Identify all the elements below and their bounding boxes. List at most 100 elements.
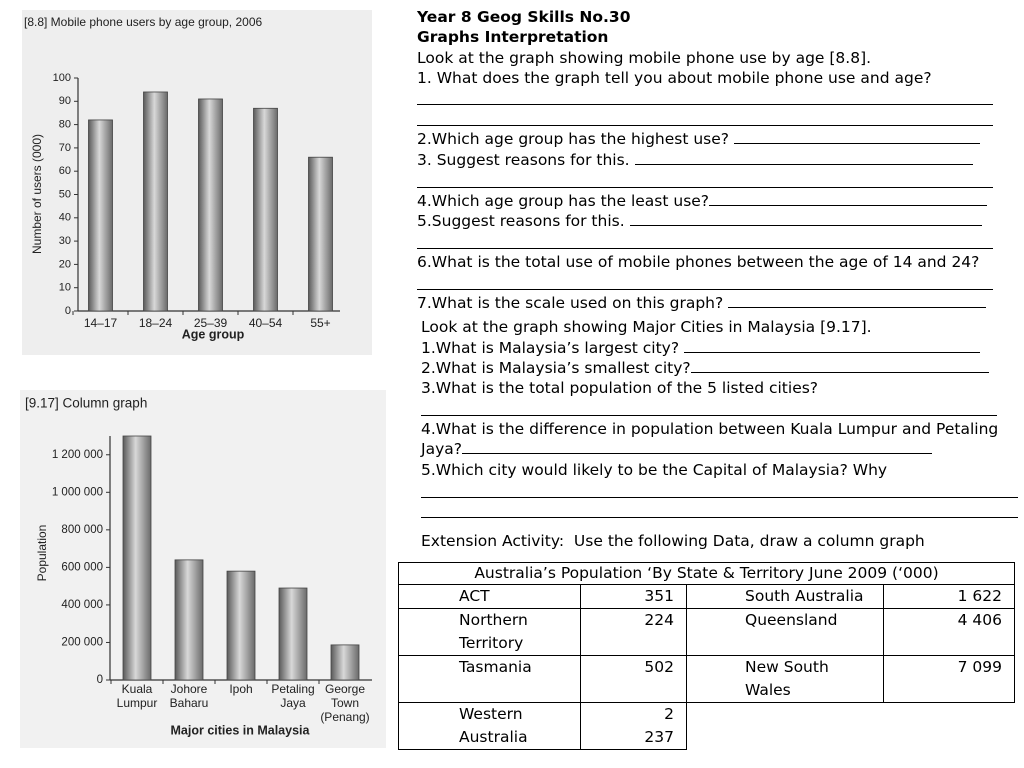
y-tick-label: 60 <box>59 165 71 177</box>
question-row: 4.What is the difference in population b… <box>421 419 1017 459</box>
question: 3. Suggest reasons for this. <box>417 151 630 169</box>
section-intro: Look at the graph showing mobile phone u… <box>417 49 872 67</box>
table-cell: 2 237 <box>580 702 687 750</box>
x-tick-label: George Town (Penang) <box>320 682 370 724</box>
x-tick-label: Kuala Lumpur <box>116 682 158 710</box>
question-row: 2.Which age group has the highest use? <box>417 129 980 149</box>
question: 5.Which city would likely to be the Capi… <box>421 461 888 479</box>
bar <box>330 644 360 681</box>
bar <box>122 435 152 681</box>
x-tick-label: Petaling Jaya <box>271 682 315 710</box>
chart-title: [9.17] Column graph <box>25 396 147 411</box>
bar <box>226 570 256 681</box>
table-cell <box>687 703 884 750</box>
answer-line <box>417 104 993 105</box>
answer-line <box>709 191 988 206</box>
table-cell: ACT <box>398 584 581 609</box>
question: 3.What is the total population of the 5 … <box>421 379 819 397</box>
question: 1.What is Malaysia’s largest city? <box>421 339 680 357</box>
answer-line <box>461 439 932 454</box>
table-cell: New South Wales <box>686 655 884 703</box>
y-tick-label: 30 <box>59 235 71 247</box>
table-cell: 351 <box>580 584 687 609</box>
x-tick-label: Ipoh <box>229 682 253 696</box>
x-axis-title: Age group <box>182 327 245 341</box>
population-table: Australia’s Population ‘By State & Terri… <box>398 562 1015 750</box>
bar <box>278 587 308 681</box>
bar <box>198 98 223 312</box>
y-tick-label: 200 000 <box>61 636 103 648</box>
answer-line <box>733 129 980 144</box>
y-tick-label: 1 200 000 <box>52 449 103 461</box>
x-tick-label: Johore Baharu <box>169 682 209 710</box>
answer-line <box>417 248 993 249</box>
question: 6.What is the total use of mobile phones… <box>417 253 980 271</box>
table-cell: Tasmania <box>398 655 581 703</box>
answer-line <box>728 293 987 308</box>
y-tick-label: 400 000 <box>61 599 103 611</box>
y-tick-label: 100 <box>53 72 71 84</box>
y-tick-label: 0 <box>65 305 71 317</box>
x-tick-label: 14–17 <box>83 316 118 330</box>
answer-line <box>690 358 989 373</box>
y-tick-label: 800 000 <box>61 524 103 536</box>
x-tick-label: 40–54 <box>248 316 283 330</box>
y-tick-label: 20 <box>59 258 71 270</box>
y-tick-label: 80 <box>59 119 71 131</box>
table-cell: Northern Territory <box>398 608 581 656</box>
x-tick-label: 18–24 <box>138 316 173 330</box>
answer-line <box>421 517 1018 518</box>
question: 2.Which age group has the highest use? <box>417 130 730 148</box>
bar <box>143 91 168 312</box>
x-tick-label: 55+ <box>310 316 331 330</box>
answer-line <box>684 338 981 353</box>
table-cell: South Australia <box>686 584 884 609</box>
table-cell: 4 406 <box>883 608 1015 656</box>
y-tick-label: 0 <box>97 674 103 686</box>
section-intro: Look at the graph showing Major Cities i… <box>421 318 872 336</box>
question-row: 7.What is the scale used on this graph? <box>417 293 987 313</box>
table-cell: Queensland <box>686 608 884 656</box>
table-cell: 224 <box>580 608 687 656</box>
table-cell: 1 622 <box>883 584 1015 609</box>
worksheet-subtitle: Graphs Interpretation <box>417 28 609 46</box>
answer-line <box>629 211 982 226</box>
x-axis-title: Major cities in Malaysia <box>171 723 311 737</box>
answer-line <box>421 497 1018 498</box>
bar <box>174 559 204 681</box>
question: 5.Suggest reasons for this. <box>417 212 625 230</box>
y-axis-title: Number of users (000) <box>30 134 44 254</box>
question-row: 4.Which age group has the least use? <box>417 191 988 211</box>
answer-line <box>421 415 997 416</box>
question: 1. What does the graph tell you about mo… <box>417 69 932 87</box>
y-tick-label: 10 <box>59 282 71 294</box>
answer-line <box>634 150 973 165</box>
table-cell <box>884 703 1015 750</box>
question: 4.What is the difference in population b… <box>421 420 999 458</box>
worksheet-title: Year 8 Geog Skills No.30 <box>417 8 631 26</box>
x-tick-label: 25–39 <box>193 316 228 330</box>
bar <box>253 107 278 312</box>
y-tick-label: 40 <box>59 212 71 224</box>
y-tick-label: 600 000 <box>61 561 103 573</box>
question: 2.What is Malaysia’s smallest city? <box>421 359 691 377</box>
table-title: Australia’s Population ‘By State & Terri… <box>398 562 1015 585</box>
question-row: 5.Suggest reasons for this. <box>417 211 982 231</box>
answer-line <box>417 125 993 126</box>
y-axis-title: Population <box>35 525 49 582</box>
bar <box>88 119 113 312</box>
chart-title: [8.8] Mobile phone users by age group, 2… <box>24 15 262 29</box>
table-cell: Western Australia <box>398 702 581 750</box>
y-tick-label: 90 <box>59 95 71 107</box>
bar <box>308 156 333 312</box>
question-row: 1.What is Malaysia’s largest city? <box>421 338 981 358</box>
question: 4.Which age group has the least use? <box>417 192 710 210</box>
answer-line <box>417 187 993 188</box>
answer-line <box>417 289 993 290</box>
table-cell: 502 <box>580 655 687 703</box>
question-row: 2.What is Malaysia’s smallest city? <box>421 358 989 378</box>
question: 7.What is the scale used on this graph? <box>417 294 724 312</box>
extension-text: Extension Activity: Use the following Da… <box>421 532 925 550</box>
y-tick-label: 50 <box>59 188 71 200</box>
